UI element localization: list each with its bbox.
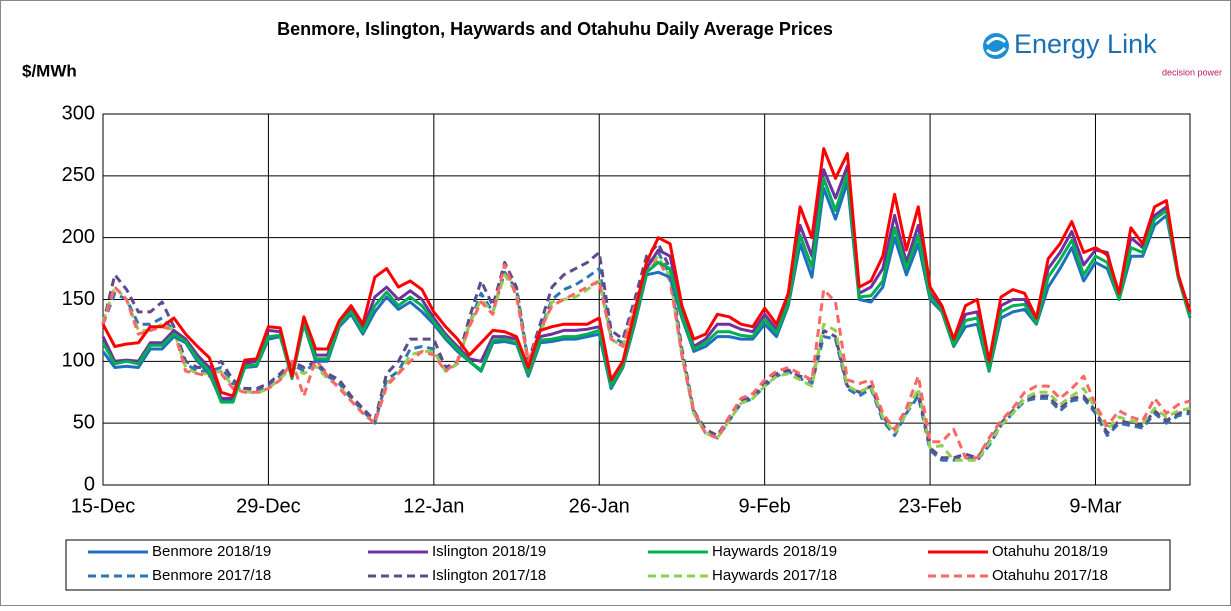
y-tick-label: 150 bbox=[62, 288, 95, 310]
chart-title: Benmore, Islington, Haywards and Otahuhu… bbox=[277, 19, 833, 39]
x-tick-label: 23-Feb bbox=[898, 495, 961, 517]
legend-label: Haywards 2017/18 bbox=[712, 567, 837, 584]
x-tick-label: 29-Dec bbox=[236, 495, 300, 517]
legend-box bbox=[65, 539, 1171, 591]
y-tick-label: 0 bbox=[84, 473, 95, 495]
x-tick-label: 15-Dec bbox=[71, 495, 135, 517]
logo: Energy Link decision power bbox=[983, 29, 1222, 77]
legend-label: Otahuhu 2018/19 bbox=[992, 543, 1108, 560]
logo-tagline: decision power bbox=[1162, 67, 1222, 77]
x-tick-label: 9-Mar bbox=[1069, 495, 1122, 517]
logo-icon bbox=[983, 33, 1009, 59]
x-tick-label: 9-Feb bbox=[739, 495, 791, 517]
legend-label: Benmore 2017/18 bbox=[152, 567, 271, 584]
logo-swirl bbox=[985, 37, 1007, 55]
y-tick-label: 200 bbox=[62, 226, 95, 248]
series-line bbox=[101, 147, 1192, 398]
legend-label: Islington 2018/19 bbox=[432, 543, 546, 560]
logo-text: Energy Link bbox=[1014, 29, 1157, 59]
legend-label: Islington 2017/18 bbox=[432, 567, 546, 584]
series-line bbox=[101, 242, 1191, 460]
series-line bbox=[101, 251, 1191, 462]
x-tick-label: 12-Jan bbox=[403, 495, 464, 517]
y-axis-label: $/MWh bbox=[22, 61, 77, 80]
y-tick-label: 50 bbox=[73, 411, 95, 433]
legend-label: Haywards 2018/19 bbox=[712, 543, 837, 560]
legend-label: Otahuhu 2017/18 bbox=[992, 567, 1108, 584]
y-tick-label: 100 bbox=[62, 350, 95, 372]
legend-label: Benmore 2018/19 bbox=[152, 543, 271, 560]
y-tick-label: 300 bbox=[62, 102, 95, 124]
y-tick-label: 250 bbox=[62, 164, 95, 186]
x-tick-label: 26-Jan bbox=[569, 495, 630, 517]
